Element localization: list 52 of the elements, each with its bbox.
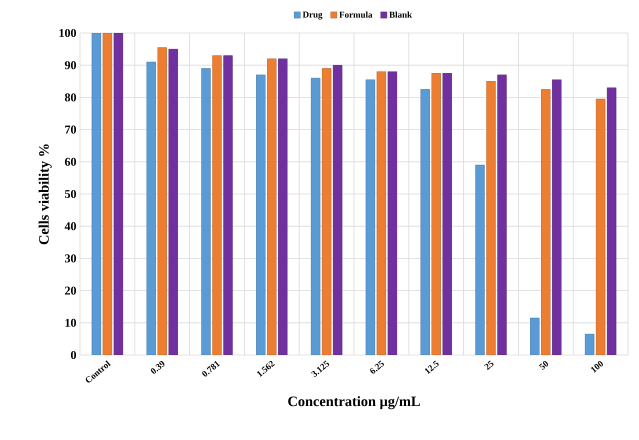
bar (606, 88, 616, 355)
bar (102, 32, 112, 355)
bar (278, 58, 288, 355)
bar (223, 55, 233, 355)
bar (388, 71, 398, 355)
bar (432, 73, 441, 355)
x-axis-title: Concentration µg/mL (288, 396, 420, 410)
bar (442, 73, 452, 355)
y-tick-label: 20 (65, 286, 76, 295)
x-tick-label: 6.25 (370, 360, 384, 374)
legend-label: Drug (302, 12, 322, 20)
bar (168, 48, 178, 355)
y-tick-label: 40 (64, 222, 76, 230)
bar (366, 79, 376, 355)
bar (420, 89, 430, 355)
legend-label: Formula (339, 11, 372, 18)
bar (322, 68, 332, 355)
bar (332, 64, 342, 355)
bar (552, 79, 562, 355)
x-tick-label: 50 (539, 360, 548, 370)
bar (497, 74, 507, 355)
bar (201, 68, 211, 355)
bar (256, 74, 266, 355)
y-tick-label: 90 (64, 61, 76, 70)
x-tick-label: 25 (484, 360, 494, 370)
x-tick-label: 100 (591, 360, 603, 373)
y-axis-title: Cells viability % (38, 144, 52, 244)
y-tick-label: 50 (65, 190, 76, 198)
y-tick-label: 10 (65, 318, 76, 327)
bar (146, 62, 156, 355)
bar (486, 81, 496, 355)
y-tick-label: 70 (65, 126, 76, 134)
bar (584, 334, 594, 355)
y-tick-label: 0 (70, 350, 76, 360)
bar (92, 32, 102, 355)
y-tick-label: 60 (64, 158, 76, 166)
legend-label: Blank (389, 11, 412, 18)
bar (541, 89, 550, 355)
bar (212, 55, 222, 355)
bar (596, 98, 606, 355)
x-tick-label: 12.5 (424, 360, 439, 374)
y-tick-label: 100 (60, 28, 76, 38)
y-tick-label: 80 (64, 93, 76, 102)
x-tick-label: 0.39 (150, 360, 164, 374)
bar (114, 32, 124, 355)
bar (475, 164, 485, 355)
bar (158, 47, 167, 355)
bar (376, 71, 386, 355)
bar (310, 78, 320, 355)
bar (267, 58, 276, 355)
bar (530, 318, 540, 355)
y-tick-label: 30 (64, 254, 76, 262)
